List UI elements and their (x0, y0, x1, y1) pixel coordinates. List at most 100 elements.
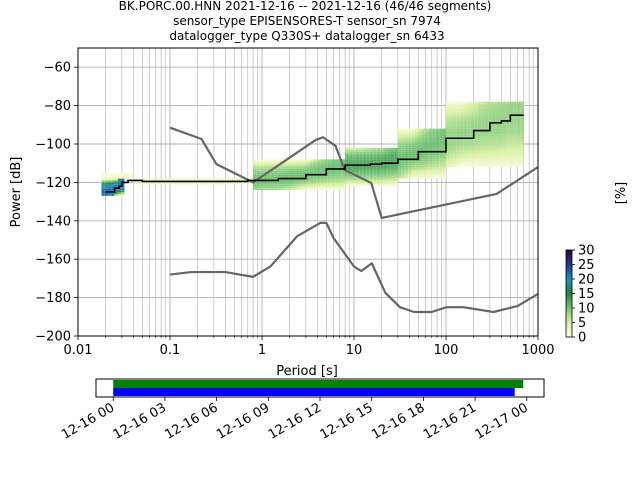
density-cell (491, 115, 496, 118)
density-cell (520, 124, 524, 127)
density-cell (306, 180, 310, 183)
density-cell (460, 138, 464, 141)
density-cell (425, 136, 429, 139)
density-cell (442, 145, 446, 148)
density-cell (390, 163, 395, 166)
density-cell (295, 170, 300, 173)
density-cell (513, 117, 517, 120)
density-cell (432, 144, 436, 146)
density-cell (338, 174, 342, 177)
density-cell (513, 136, 517, 139)
density-cell (302, 178, 307, 181)
density-cell (327, 176, 331, 179)
density-cell (467, 151, 471, 154)
density-cell (467, 128, 471, 131)
density-cell (284, 182, 289, 185)
density-cell (495, 153, 500, 156)
density-cell (477, 128, 482, 131)
density-cell (509, 113, 514, 116)
density-cell (446, 101, 450, 104)
density-cell (292, 178, 296, 181)
density-cell (495, 163, 500, 166)
density-cell (411, 165, 416, 168)
density-cell (380, 180, 384, 183)
density-cell (516, 165, 521, 168)
density-cell (439, 140, 443, 143)
density-cell (477, 126, 482, 129)
density-cell (114, 192, 118, 194)
density-cell (513, 115, 517, 118)
density-cell (495, 147, 500, 150)
colorbar-segment (566, 258, 572, 261)
density-cell (267, 176, 271, 179)
density-cell (516, 113, 521, 116)
density-cell (108, 178, 112, 181)
y-axis-ticks: −60−80−100−120−140−160−180−200 (35, 61, 78, 345)
density-cell (470, 155, 475, 158)
density-cell (506, 130, 510, 133)
density-cell (477, 117, 482, 120)
density-cell (394, 149, 398, 152)
density-cell (373, 147, 377, 150)
density-cell (506, 147, 510, 150)
density-cell (341, 186, 346, 189)
density-cell (401, 167, 405, 169)
density-cell (404, 176, 409, 179)
density-cell (484, 142, 489, 144)
density-cell (439, 168, 443, 171)
x-tick-label: 1 (258, 343, 266, 358)
density-cell (376, 176, 381, 179)
density-cell (467, 134, 471, 137)
density-cell (463, 153, 468, 156)
density-cell (119, 174, 123, 177)
colorbar-segment (566, 323, 572, 326)
density-cell (246, 182, 250, 185)
y-axis-label: Power [dB] (9, 157, 24, 228)
density-cell (327, 170, 331, 173)
density-cell (495, 109, 500, 112)
density-cell (179, 182, 183, 185)
density-cell (491, 119, 496, 121)
density-cell (506, 161, 510, 164)
density-cell (442, 176, 446, 179)
density-cell (470, 149, 475, 152)
noise-models (169, 126, 539, 314)
density-cell (112, 174, 116, 177)
density-cell (411, 163, 416, 166)
density-cell (168, 178, 173, 181)
density-cell (366, 174, 370, 177)
density-cell (435, 174, 440, 177)
density-cell (338, 182, 342, 185)
density-cell (456, 105, 461, 108)
density-cell (253, 172, 257, 175)
density-cell (320, 168, 324, 171)
density-cell (428, 151, 433, 154)
density-cell (316, 161, 321, 164)
density-cell (463, 138, 468, 141)
density-cell (495, 124, 500, 127)
density-cell (267, 165, 271, 168)
density-cell (108, 180, 112, 183)
density-cell (274, 176, 278, 179)
density-cell (397, 142, 402, 144)
density-cell (435, 168, 440, 171)
density-cell (488, 155, 492, 158)
density-cell (488, 105, 492, 108)
density-cell (270, 170, 275, 173)
y-tick-label: −180 (35, 291, 71, 306)
density-cell (323, 180, 328, 183)
density-cell (122, 172, 127, 175)
density-cell (425, 145, 429, 148)
density-cell (477, 163, 482, 166)
density-cell (108, 176, 113, 179)
density-cell (506, 109, 510, 112)
density-cell (418, 176, 422, 179)
density-cell (302, 182, 307, 185)
density-cell (359, 182, 363, 185)
density-cell (432, 168, 436, 171)
density-cell (369, 165, 374, 168)
density-cell (499, 115, 503, 118)
density-cell (207, 182, 211, 185)
density-cell (460, 157, 464, 160)
density-cell (253, 182, 257, 185)
